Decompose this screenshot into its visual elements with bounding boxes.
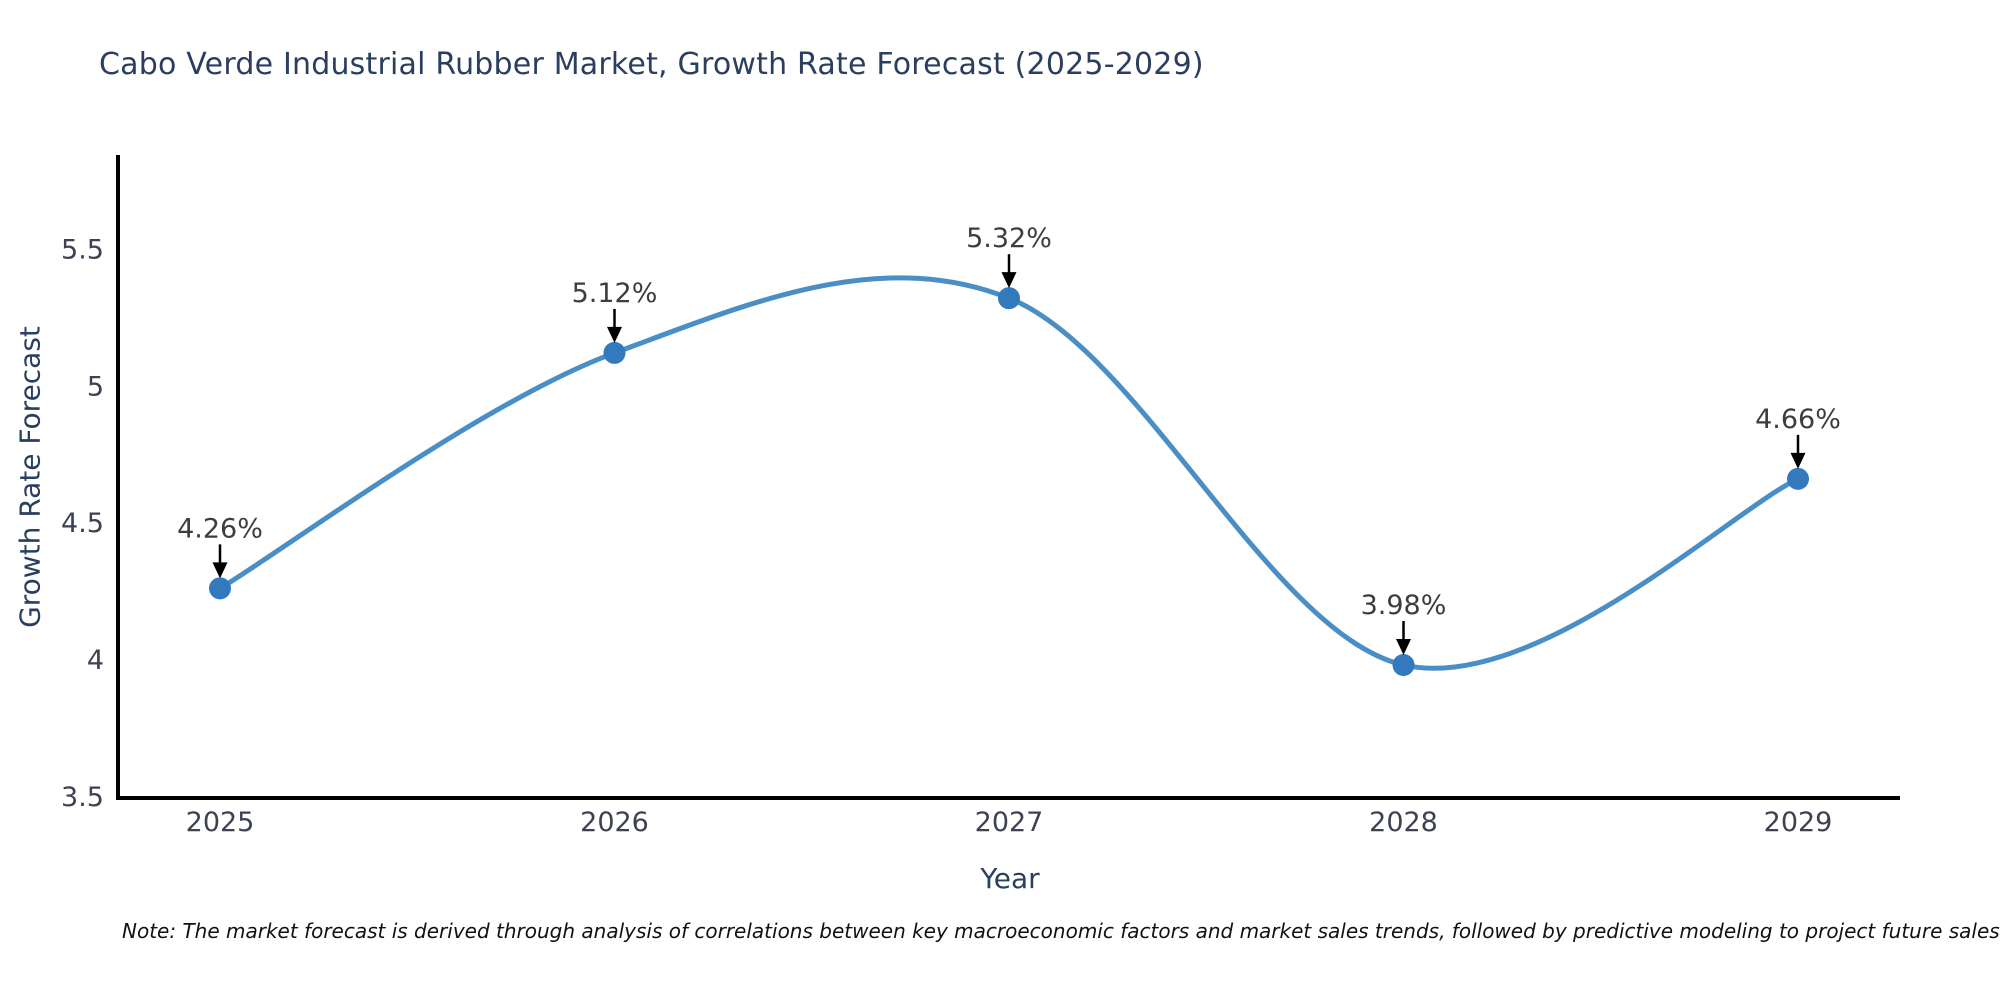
data-point-marker[interactable]	[209, 577, 231, 600]
annotation-arrowhead-icon	[212, 562, 228, 579]
y-tick-label: 5.5	[61, 234, 104, 265]
chart-title: Cabo Verde Industrial Rubber Market, Gro…	[99, 47, 1204, 82]
x-tick-label: 2026	[580, 807, 649, 838]
x-axis-title: Year	[980, 862, 1040, 895]
x-tick-label: 2027	[975, 807, 1044, 838]
footnote-text: Note: The market forecast is derived thr…	[122, 919, 2000, 943]
data-point-marker[interactable]	[1787, 467, 1809, 490]
annotation-label: 5.12%	[572, 278, 658, 309]
data-point-marker[interactable]	[998, 287, 1020, 310]
annotation-label: 5.32%	[966, 223, 1052, 254]
y-tick-label: 5	[87, 371, 104, 402]
annotation-arrowhead-icon	[1001, 272, 1017, 289]
y-tick-label: 4.5	[61, 508, 104, 539]
annotation-label: 3.98%	[1361, 590, 1447, 621]
annotation-label: 4.26%	[177, 513, 263, 544]
annotation-arrowhead-icon	[1396, 639, 1411, 655]
x-tick-label: 2028	[1369, 807, 1438, 838]
data-point-marker[interactable]	[603, 341, 626, 364]
y-tick-label: 4	[87, 645, 104, 676]
annotation-label: 4.66%	[1755, 404, 1841, 435]
axis-spines	[116, 155, 1900, 800]
data-point-marker[interactable]	[1392, 654, 1415, 676]
y-tick-label: 3.5	[61, 782, 104, 813]
annotation-arrowhead-icon	[607, 326, 622, 343]
annotation-arrowhead-icon	[1790, 452, 1806, 469]
x-tick-label: 2025	[186, 807, 255, 838]
series-line	[217, 275, 1801, 671]
x-tick-label: 2029	[1764, 807, 1833, 838]
